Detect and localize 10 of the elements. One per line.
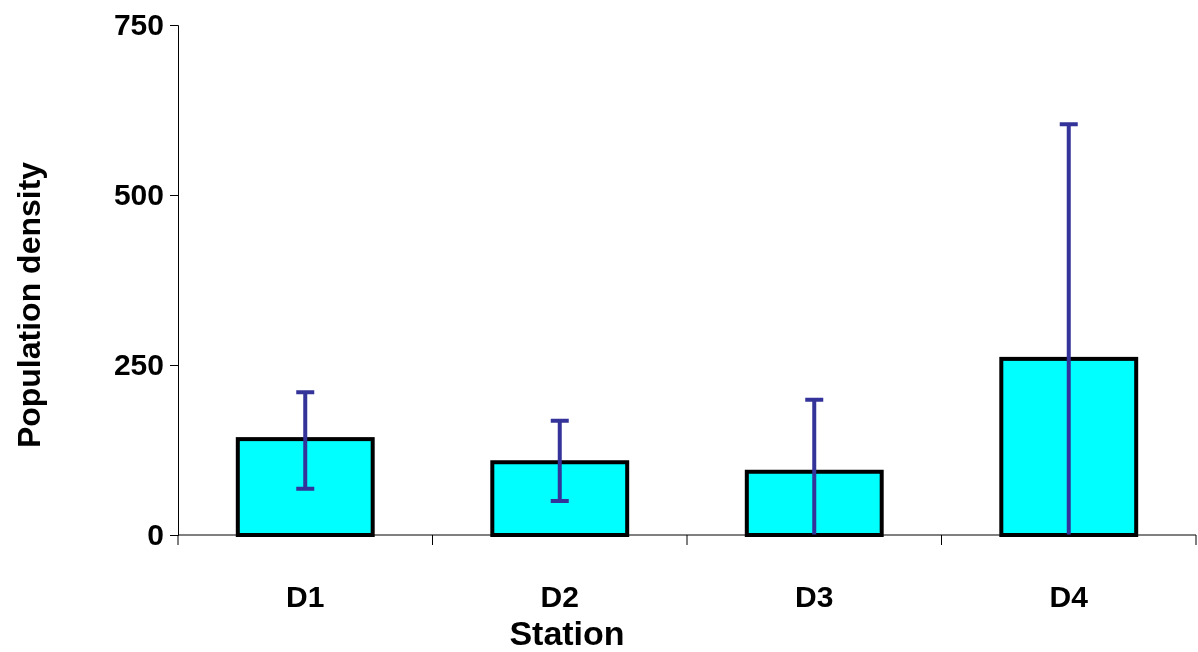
y-tick-label: 0 xyxy=(147,518,164,552)
y-axis-title: Population density xyxy=(11,161,47,449)
y-tick-label: 500 xyxy=(113,178,164,212)
y-tick-label: 250 xyxy=(113,348,164,382)
y-tick-label: 750 xyxy=(113,8,164,42)
x-axis-title: Station xyxy=(509,614,625,652)
x-tick-label: D4 xyxy=(1049,580,1089,613)
x-tick-label: D1 xyxy=(286,580,325,613)
x-tick-label: D3 xyxy=(795,580,834,613)
x-tick-label: D2 xyxy=(540,580,579,613)
